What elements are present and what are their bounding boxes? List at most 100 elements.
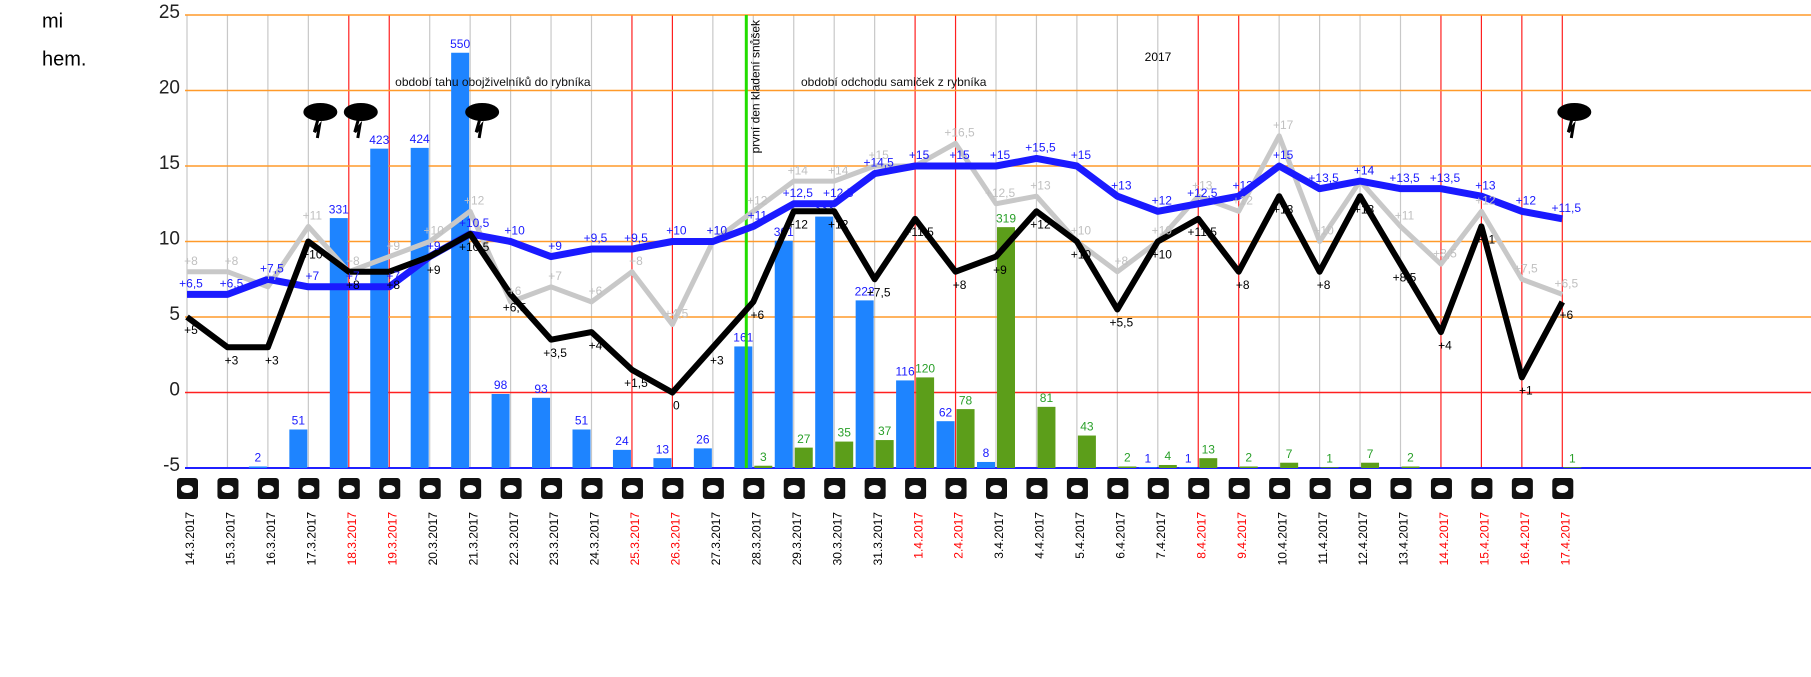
point-label: +14 [828, 163, 849, 177]
bar-label: 51 [292, 414, 306, 428]
side-text: mi [42, 10, 63, 32]
point-label: +6 [1559, 308, 1573, 322]
point-label: +12 [747, 193, 768, 207]
point-label: +13 [1233, 178, 1254, 192]
bar-label: 51 [575, 414, 589, 428]
bar [1077, 435, 1096, 468]
bar [977, 461, 995, 468]
point-label: +4 [589, 338, 603, 352]
bar [1138, 467, 1157, 468]
x-tick-label: 1.4.2017 [911, 512, 925, 559]
x-tick-label: 3.4.2017 [992, 512, 1006, 559]
point-label: +9,5 [624, 231, 648, 245]
bar-label: 2 [1124, 451, 1131, 465]
point-label: +16,5 [944, 126, 975, 140]
bar-label: 98 [494, 378, 508, 392]
x-tick-label: 16.3.2017 [264, 512, 278, 566]
bar-label: 26 [696, 433, 710, 447]
point-label: +10 [1071, 224, 1092, 238]
bar-label: 13 [1202, 442, 1216, 456]
weather-icon-shape [1111, 485, 1124, 493]
x-tick-label: 16.4.2017 [1518, 512, 1532, 566]
weather-icon-shape [261, 485, 274, 493]
weather-icon-shape [383, 485, 396, 493]
big-label: 2017 [1145, 50, 1172, 64]
point-label: +8 [1236, 278, 1250, 292]
point-label: +12 [788, 217, 809, 231]
weather-icon-shape [1313, 485, 1326, 493]
point-label: +10 [504, 224, 525, 238]
point-label: +6 [589, 284, 603, 298]
point-label: +8 [346, 278, 360, 292]
bar-label: 1 [1569, 451, 1576, 465]
point-label: +8 [1317, 278, 1331, 292]
weather-icon-shape [1232, 485, 1245, 493]
bar-label: 4 [1164, 449, 1171, 463]
weather-icon-shape [909, 485, 922, 493]
point-label: +8,5 [1433, 246, 1457, 260]
bar [815, 216, 834, 468]
point-label: +9 [427, 239, 441, 253]
point-label: +12 [1516, 193, 1537, 207]
point-label: +15 [909, 148, 930, 162]
weather-icon-shape [1434, 485, 1447, 493]
point-label: +6,5 [220, 277, 244, 291]
bar-label: 43 [1080, 420, 1094, 434]
point-label: +8 [346, 254, 360, 268]
cloud-icon [343, 103, 378, 121]
x-tick-label: 23.3.2017 [547, 512, 561, 566]
bar [734, 346, 753, 468]
point-label: +7,5 [260, 261, 284, 275]
x-tick-label: 31.3.2017 [871, 512, 885, 566]
point-label: +6,5 [1554, 277, 1578, 291]
weather-icon-shape [949, 485, 962, 493]
point-label: +7 [346, 269, 360, 283]
bar-label: 37 [878, 424, 892, 438]
point-label: +10 [424, 224, 445, 238]
x-tick-label: 22.3.2017 [507, 512, 521, 566]
point-label: +1 [1519, 384, 1533, 398]
x-tick-label: 9.4.2017 [1235, 512, 1249, 559]
weather-icon-shape [342, 485, 355, 493]
point-label: +13 [1354, 202, 1375, 216]
point-label: +7 [386, 269, 400, 283]
x-tick-label: 27.3.2017 [709, 512, 723, 566]
point-label: +12,5 [985, 186, 1016, 200]
bar-label: 35 [838, 426, 852, 440]
bar [875, 440, 894, 468]
bar [774, 240, 793, 468]
bar [451, 52, 470, 468]
x-tick-label: 5.4.2017 [1073, 512, 1087, 559]
marker-label: první den kladení snůšek [748, 19, 762, 153]
point-label: +1,5 [624, 376, 648, 390]
weather-icon-shape [1192, 485, 1205, 493]
bar-label: 8 [983, 446, 990, 460]
point-label: +14 [1354, 163, 1375, 177]
point-label: +12 [828, 217, 849, 231]
bar [1118, 466, 1137, 468]
y-tick-label: 0 [169, 380, 180, 401]
point-label: +8 [1115, 254, 1129, 268]
bar [1179, 467, 1198, 468]
point-label: +11 [1476, 233, 1496, 247]
bar-label: 3 [760, 450, 767, 464]
y-tick-label: 20 [159, 78, 180, 99]
point-label: +8,5 [1393, 270, 1417, 284]
weather-icon-shape [1354, 485, 1367, 493]
point-label: +12 [1030, 217, 1051, 231]
bar [1037, 406, 1056, 468]
point-label: +9 [427, 263, 441, 277]
bar [370, 148, 389, 468]
weather-icon-shape [1273, 485, 1286, 493]
bar [410, 147, 429, 468]
x-tick-label: 12.4.2017 [1356, 512, 1370, 566]
point-label: +8 [953, 278, 967, 292]
x-tick-label: 25.3.2017 [628, 512, 642, 566]
bar-label: 161 [733, 331, 753, 345]
bar-label: 1 [1144, 451, 1151, 465]
bar [896, 380, 915, 468]
bar-label: 7 [1286, 447, 1293, 461]
point-label: +12 [464, 193, 485, 207]
line [187, 154, 1563, 298]
point-label: +10 [1071, 248, 1092, 262]
